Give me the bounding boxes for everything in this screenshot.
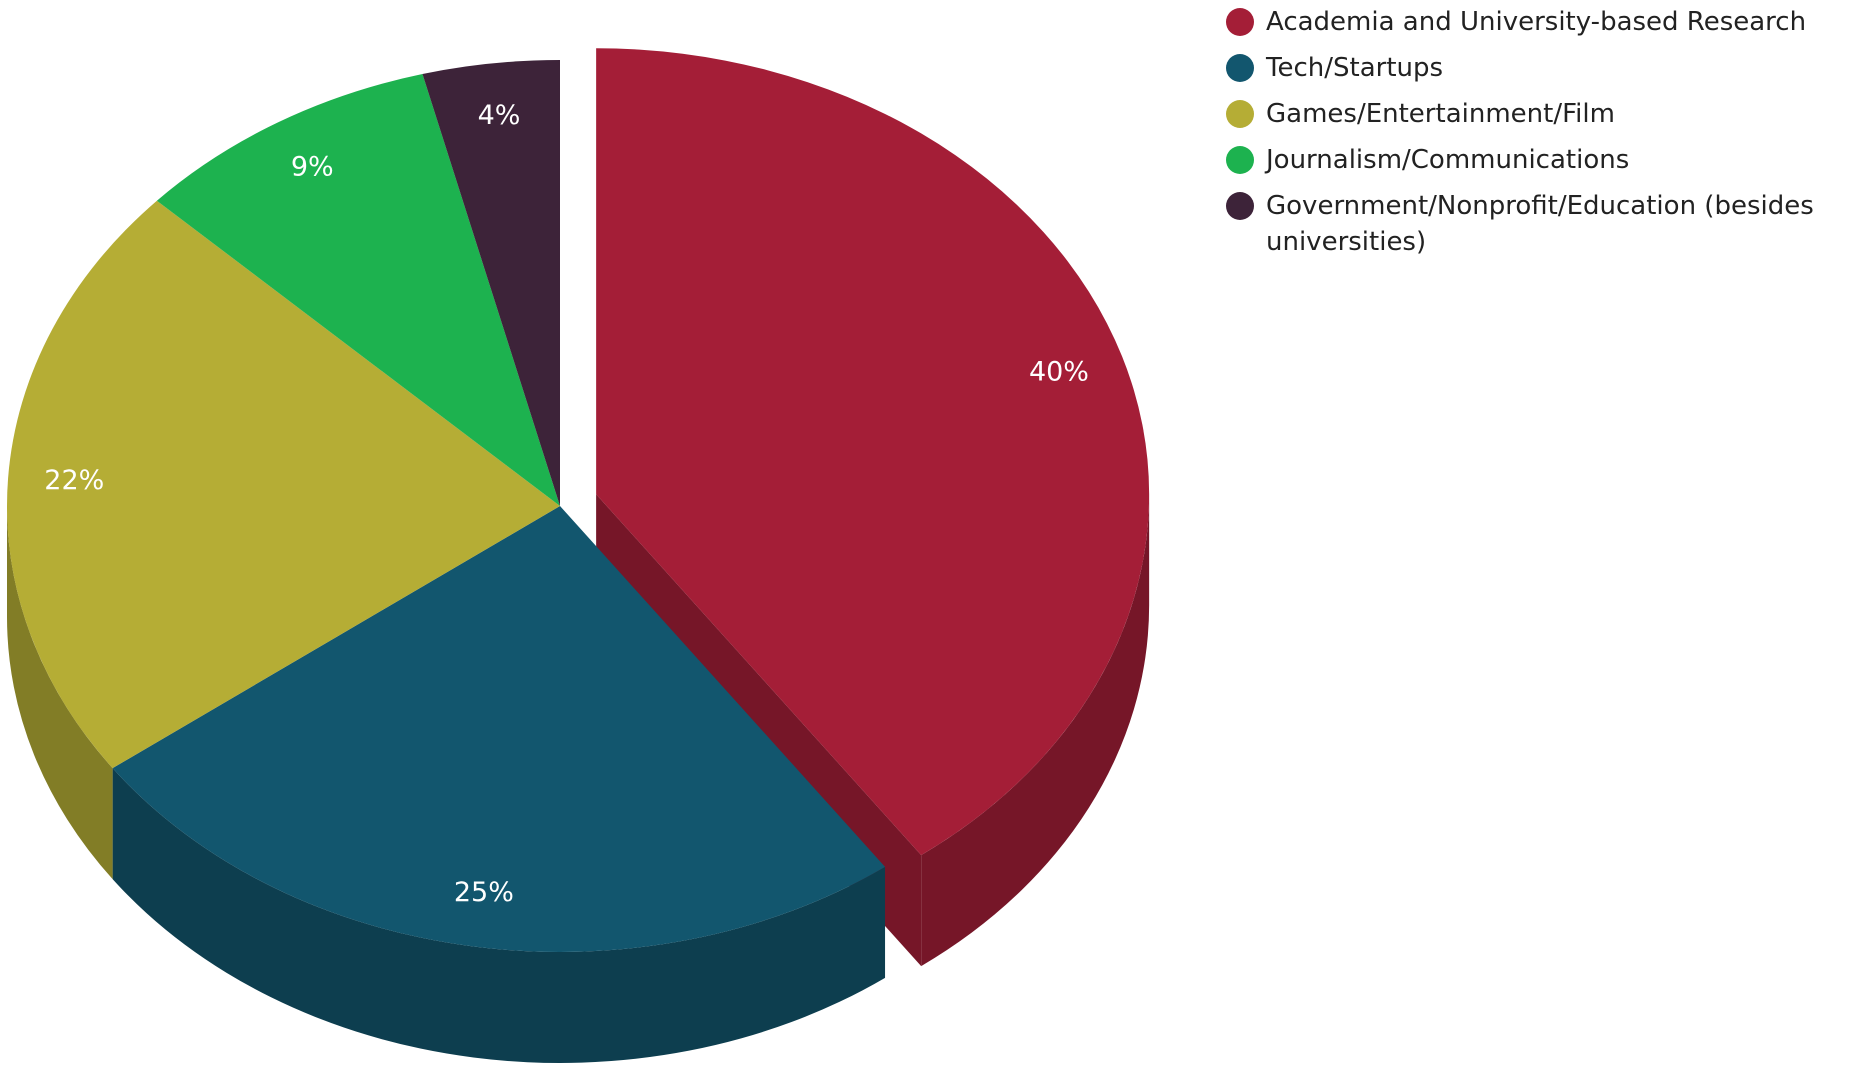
- wedge-side: [112, 768, 886, 1063]
- legend-swatch: [1226, 100, 1254, 128]
- wedge: [112, 506, 886, 952]
- legend-item: Tech/Startups: [1226, 50, 1856, 86]
- wedge: [6, 200, 560, 769]
- legend: Academia and University-based Research Te…: [1226, 4, 1856, 270]
- legend-label: Government/Nonprofit/Education (besides …: [1266, 191, 1814, 257]
- wedge-side: [7, 506, 113, 880]
- legend-item: Government/Nonprofit/Education (besides …: [1226, 188, 1856, 260]
- data-label: 25%: [454, 877, 514, 908]
- legend-item: Journalism/Communications: [1226, 142, 1856, 178]
- data-label: 9%: [291, 152, 334, 183]
- wedge-side: [921, 494, 1150, 967]
- legend-label: Academia and University-based Research: [1266, 7, 1807, 37]
- legend-label: Games/Entertainment/Film: [1266, 99, 1615, 129]
- wedge: [596, 48, 1150, 856]
- legend-item: Academia and University-based Research: [1226, 4, 1856, 40]
- pie-tops: [6, 48, 1150, 952]
- wedge: [422, 60, 560, 506]
- legend-label: Journalism/Communications: [1266, 145, 1630, 175]
- legend-label: Tech/Startups: [1266, 53, 1444, 83]
- data-label: 40%: [1029, 356, 1089, 387]
- legend-item: Games/Entertainment/Film: [1226, 96, 1856, 132]
- legend-swatch: [1226, 54, 1254, 82]
- legend-swatch: [1226, 8, 1254, 36]
- data-label: 4%: [478, 100, 521, 131]
- legend-swatch: [1226, 192, 1254, 220]
- data-label: 22%: [44, 465, 104, 496]
- wedge: [156, 74, 560, 507]
- legend-swatch: [1226, 146, 1254, 174]
